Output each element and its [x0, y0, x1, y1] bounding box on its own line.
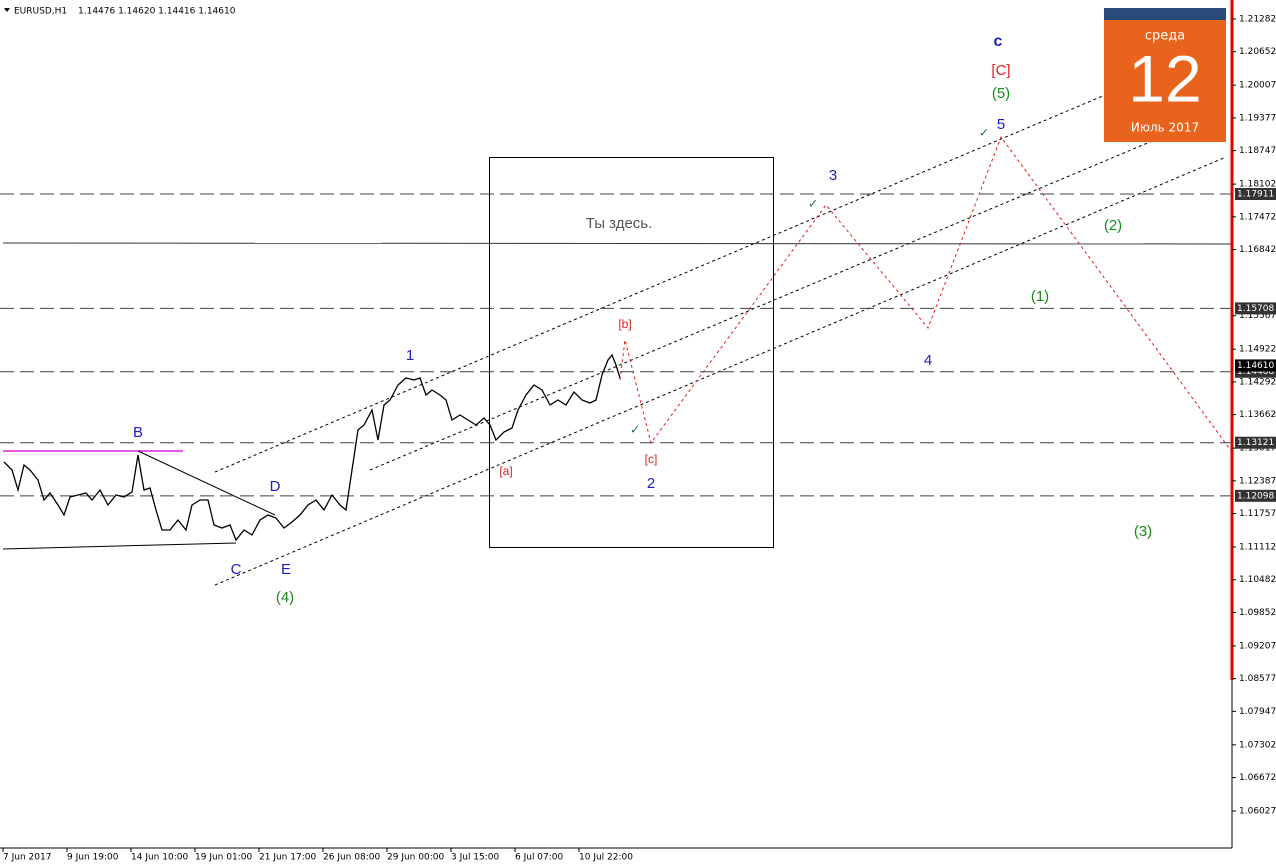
x-tick-label: 9 Jun 19:00	[67, 853, 119, 863]
y-tick-label: 1.15567	[1239, 311, 1276, 321]
calendar-month: Июль 2017	[1131, 121, 1199, 135]
wave-label: (2)	[1104, 217, 1122, 234]
x-tick-label: 10 Jul 22:00	[579, 853, 633, 863]
price-label: 1.15708	[1237, 304, 1274, 314]
x-tick-label: 21 Jun 17:00	[259, 853, 316, 863]
x-tick-label: 26 Jun 08:00	[323, 853, 380, 863]
check: ✓	[630, 423, 640, 437]
wave-label: 1	[406, 347, 414, 364]
y-tick-label: 1.09207	[1239, 641, 1276, 651]
wave-label: c	[994, 33, 1003, 50]
wave-label: [c]	[645, 452, 658, 466]
calendar-rings	[1104, 8, 1226, 20]
y-tick-label: 1.11112	[1239, 543, 1276, 553]
price-label: 1.14488	[1237, 367, 1274, 377]
wave-label: B	[133, 424, 143, 441]
y-tick-label: 1.10482	[1239, 575, 1276, 585]
price-label-box	[1235, 436, 1276, 449]
y-tick-label: 1.08577	[1239, 674, 1276, 684]
price-label: 1.14610	[1237, 361, 1274, 371]
y-tick-label: 1.11757	[1239, 509, 1276, 519]
x-tick-label: 14 Jun 10:00	[131, 853, 188, 863]
price-line	[3, 353, 621, 542]
price-label-box	[1235, 302, 1276, 315]
wave-label: E	[281, 561, 291, 578]
symbol: EURUSD,H1	[14, 7, 67, 17]
wave-label: (5)	[992, 85, 1010, 102]
wave-label: 4	[924, 352, 932, 369]
y-tick-label: 1.06672	[1239, 773, 1276, 783]
wave-label: (4)	[276, 589, 294, 606]
y-tick-label: 1.09852	[1239, 608, 1276, 618]
y-tick-label: 1.20007	[1239, 81, 1276, 91]
y-tick-label: 1.14922	[1239, 345, 1276, 355]
y-tick-label: 1.18747	[1239, 146, 1276, 156]
projection	[619, 135, 1233, 453]
y-tick-label: 1.20652	[1239, 47, 1276, 57]
channel-line	[369, 109, 1227, 471]
y-tick-label: 1.21282	[1239, 15, 1276, 25]
wave-label: (3)	[1134, 523, 1152, 540]
calendar-day: 12	[1128, 41, 1201, 115]
calendar-weekday: среда	[1145, 29, 1185, 44]
level-line	[2, 242, 1233, 245]
calendar-body	[1104, 12, 1226, 142]
x-tick-label: 7 Jun 2017	[3, 853, 51, 863]
ohlc: 1.14476 1.14620 1.14416 1.14610	[78, 7, 236, 17]
wave-label: Ты здесь.	[586, 215, 653, 232]
calendar: среда 12 Июль 2017	[1104, 8, 1226, 142]
drawings: ✓ ✓ ✓	[0, 0, 1234, 849]
check: ✓	[979, 126, 989, 140]
channel-line	[214, 156, 1227, 586]
y-tick-label: 1.07947	[1239, 707, 1276, 717]
box	[489, 157, 774, 548]
price-label-box	[1235, 489, 1276, 502]
y-tick-label: 1.17472	[1239, 212, 1276, 222]
y-tick-label: 1.18102	[1239, 180, 1276, 190]
menu-arrow	[4, 8, 10, 12]
wave-label: (1)	[1031, 288, 1049, 305]
y-tick-label: 1.14292	[1239, 377, 1276, 387]
wave-label: [C]	[991, 62, 1010, 79]
wave-label: 5	[997, 116, 1005, 133]
y-tick-label: 1.07302	[1239, 740, 1276, 750]
x-tick-label: 3 Jul 15:00	[451, 853, 500, 863]
wave-label: 3	[829, 167, 837, 184]
price-label: 1.12098	[1237, 491, 1274, 501]
trend-line	[137, 450, 276, 516]
wave-label: [b]	[618, 317, 631, 331]
price-label-box	[1235, 188, 1276, 201]
x-tick-label: 19 Jun 01:00	[195, 853, 252, 863]
check: ✓	[808, 197, 818, 211]
x-tick-label: 6 Jul 07:00	[515, 853, 564, 863]
y-tick-label: 1.12387	[1239, 476, 1276, 486]
wave-label: C	[231, 561, 242, 578]
trend-line	[2, 542, 237, 550]
y-tick-label: 1.19377	[1239, 113, 1276, 123]
y-tick-label: 1.16842	[1239, 245, 1276, 255]
price-label-box	[1235, 359, 1276, 372]
x-tick-label: 29 Jun 00:00	[387, 853, 444, 863]
y-tick-label: 1.13662	[1239, 410, 1276, 420]
wave-label: [a]	[499, 464, 512, 478]
price-label: 1.13121	[1237, 438, 1274, 448]
price-label: 1.17911	[1237, 190, 1274, 200]
channel-line	[214, 94, 1106, 473]
y-tick-label: 1.06027	[1239, 807, 1276, 817]
wave-label: 2	[647, 475, 655, 492]
wave-label: D	[270, 478, 281, 495]
